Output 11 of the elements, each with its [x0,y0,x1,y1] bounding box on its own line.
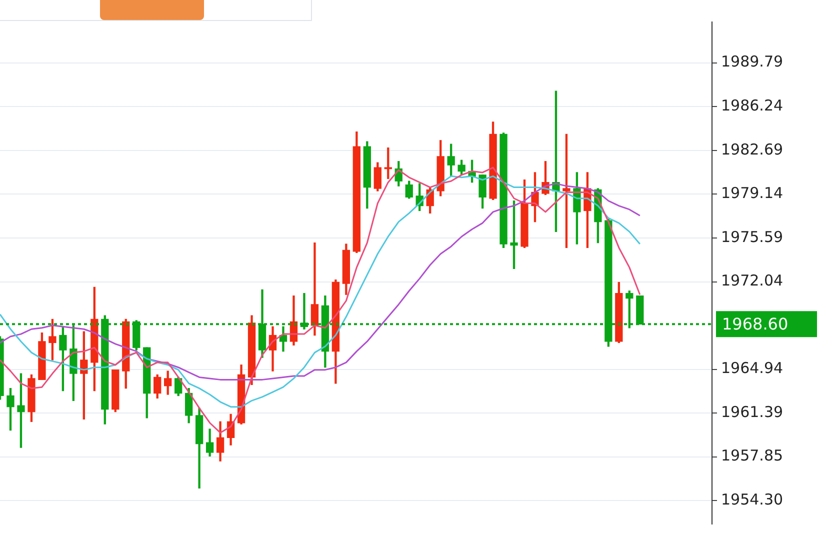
y-tick-label: 1989.79 [721,52,784,71]
y-tick-label: 1964.94 [721,359,784,378]
y-tick-label: 1957.85 [721,446,784,465]
y-tick-label: 1982.69 [721,140,784,158]
ref-line-label: 1968.60 [722,314,788,334]
y-tick-label: 1975.59 [721,228,784,246]
y-tick-label: 1986.24 [721,96,784,115]
y-tick-label: 1979.14 [721,184,784,202]
y-tick-label: 1972.04 [721,272,784,290]
y-tick-label: 1954.30 [721,490,784,508]
y-tick-label: 1961.39 [721,403,784,422]
